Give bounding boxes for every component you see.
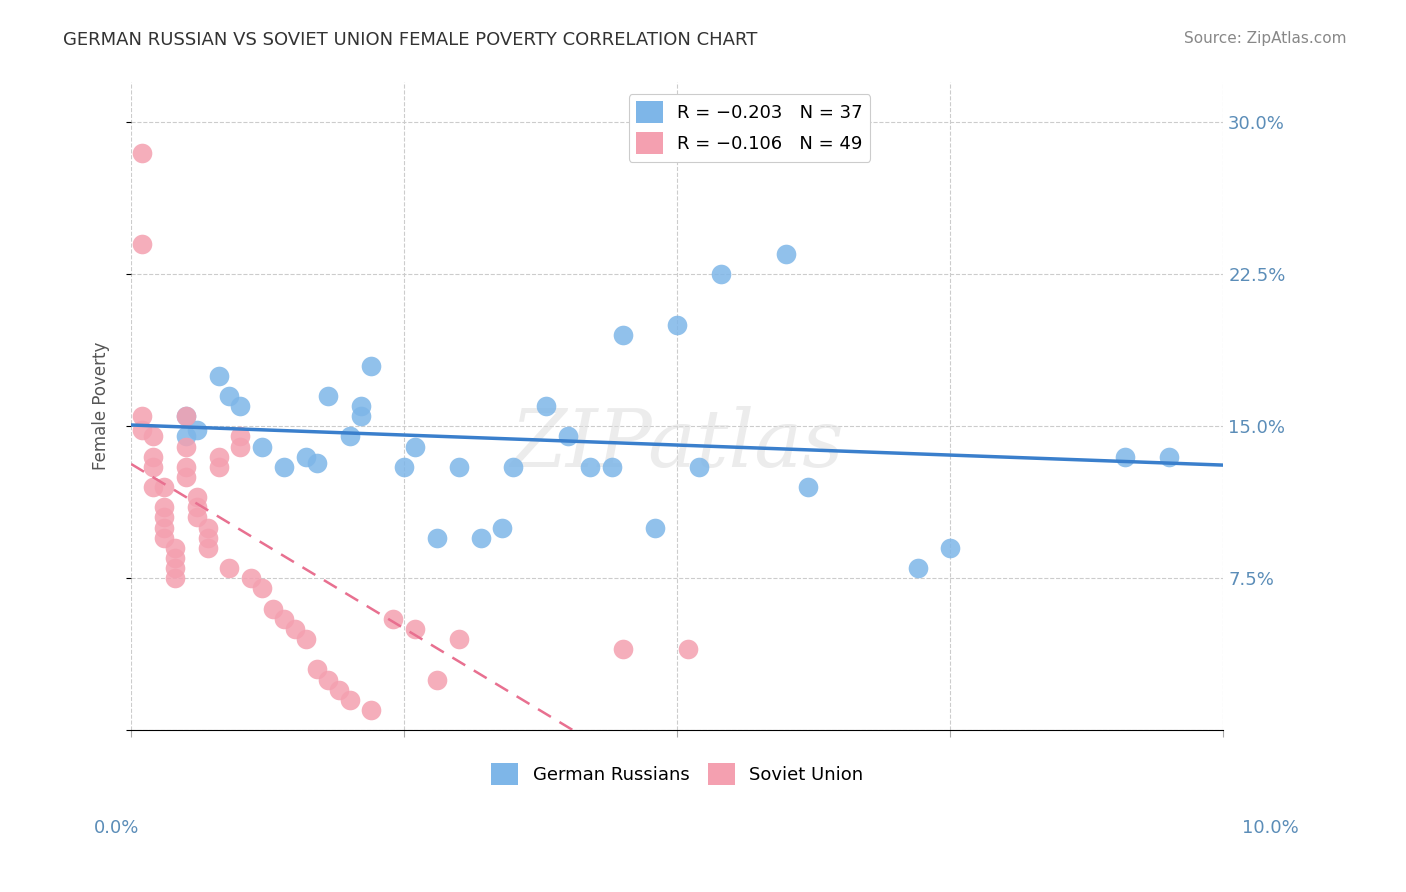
Point — [339, 693, 361, 707]
Point — [131, 237, 153, 252]
Point — [229, 429, 252, 443]
Point — [1157, 450, 1180, 464]
Point — [404, 440, 426, 454]
Text: 0.0%: 0.0% — [94, 819, 139, 837]
Point — [284, 622, 307, 636]
Point — [174, 440, 197, 454]
Point — [305, 456, 328, 470]
Point — [153, 500, 176, 515]
Point — [534, 399, 557, 413]
Point — [153, 520, 176, 534]
Point — [229, 399, 252, 413]
Point — [939, 541, 962, 555]
Point — [612, 642, 634, 657]
Point — [305, 662, 328, 676]
Point — [218, 389, 240, 403]
Point — [907, 561, 929, 575]
Point — [644, 520, 666, 534]
Point — [775, 247, 797, 261]
Point — [142, 450, 165, 464]
Point — [207, 459, 229, 474]
Point — [252, 440, 274, 454]
Legend: German Russians, Soviet Union: German Russians, Soviet Union — [484, 756, 870, 792]
Point — [328, 682, 350, 697]
Point — [710, 268, 733, 282]
Point — [600, 459, 623, 474]
Point — [163, 541, 186, 555]
Point — [666, 318, 689, 332]
Point — [273, 459, 295, 474]
Point — [295, 450, 318, 464]
Point — [174, 470, 197, 484]
Point — [252, 582, 274, 596]
Point — [153, 480, 176, 494]
Point — [273, 612, 295, 626]
Point — [295, 632, 318, 646]
Point — [131, 145, 153, 160]
Point — [142, 480, 165, 494]
Point — [426, 531, 449, 545]
Point — [163, 551, 186, 566]
Point — [339, 429, 361, 443]
Point — [163, 571, 186, 585]
Text: Source: ZipAtlas.com: Source: ZipAtlas.com — [1184, 31, 1347, 46]
Point — [502, 459, 524, 474]
Point — [447, 632, 470, 646]
Point — [360, 703, 382, 717]
Point — [349, 409, 371, 424]
Point — [470, 531, 492, 545]
Point — [1114, 450, 1136, 464]
Point — [612, 328, 634, 343]
Point — [174, 409, 197, 424]
Point — [688, 459, 710, 474]
Point — [404, 622, 426, 636]
Point — [207, 450, 229, 464]
Point — [360, 359, 382, 373]
Text: GERMAN RUSSIAN VS SOVIET UNION FEMALE POVERTY CORRELATION CHART: GERMAN RUSSIAN VS SOVIET UNION FEMALE PO… — [63, 31, 758, 49]
Point — [197, 541, 219, 555]
Text: 10.0%: 10.0% — [1243, 819, 1299, 837]
Point — [229, 440, 252, 454]
Point — [174, 409, 197, 424]
Point — [491, 520, 513, 534]
Y-axis label: Female Poverty: Female Poverty — [93, 342, 110, 470]
Point — [153, 531, 176, 545]
Point — [382, 612, 405, 626]
Point — [186, 500, 208, 515]
Point — [676, 642, 699, 657]
Point — [579, 459, 602, 474]
Point — [142, 429, 165, 443]
Point — [240, 571, 263, 585]
Point — [131, 423, 153, 437]
Point — [186, 490, 208, 504]
Point — [174, 459, 197, 474]
Point — [218, 561, 240, 575]
Point — [131, 409, 153, 424]
Point — [197, 531, 219, 545]
Point — [426, 673, 449, 687]
Point — [163, 561, 186, 575]
Point — [207, 368, 229, 383]
Point — [797, 480, 820, 494]
Point — [262, 601, 284, 615]
Point — [557, 429, 579, 443]
Point — [316, 673, 339, 687]
Point — [142, 459, 165, 474]
Point — [316, 389, 339, 403]
Point — [197, 520, 219, 534]
Point — [186, 423, 208, 437]
Point — [447, 459, 470, 474]
Point — [186, 510, 208, 524]
Text: ZIPatlas: ZIPatlas — [510, 406, 844, 483]
Point — [349, 399, 371, 413]
Point — [153, 510, 176, 524]
Point — [174, 429, 197, 443]
Point — [392, 459, 415, 474]
